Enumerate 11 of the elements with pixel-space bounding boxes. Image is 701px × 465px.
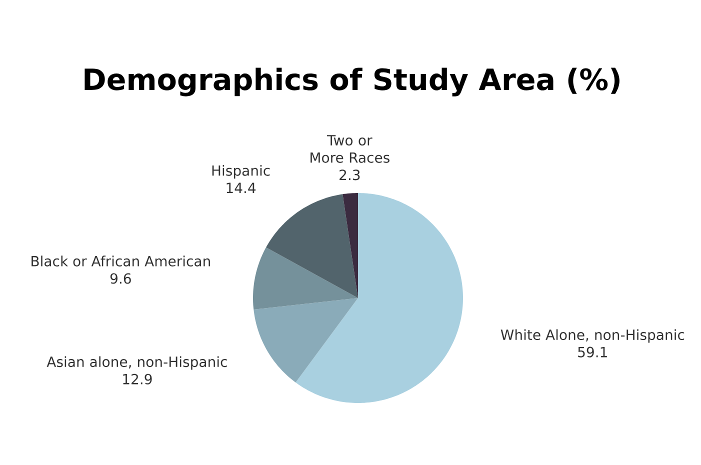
data-label: 14.4 xyxy=(226,182,256,193)
data-label: 59.1 xyxy=(578,346,607,358)
slice-label: Asian alone, non-Hispanic xyxy=(46,356,227,370)
slice-label: Hispanic xyxy=(212,165,270,179)
slice-label: Two or More Races xyxy=(310,135,390,163)
chart-title: Demographics of Study Area (%) xyxy=(84,68,620,96)
slice-label: White Alone, non-Hispanic xyxy=(500,329,684,343)
slice-label: Black or African American xyxy=(32,256,210,266)
data-label: 2.3 xyxy=(340,170,360,180)
data-label: 9.6 xyxy=(110,273,131,284)
data-label: 12.9 xyxy=(123,374,152,384)
